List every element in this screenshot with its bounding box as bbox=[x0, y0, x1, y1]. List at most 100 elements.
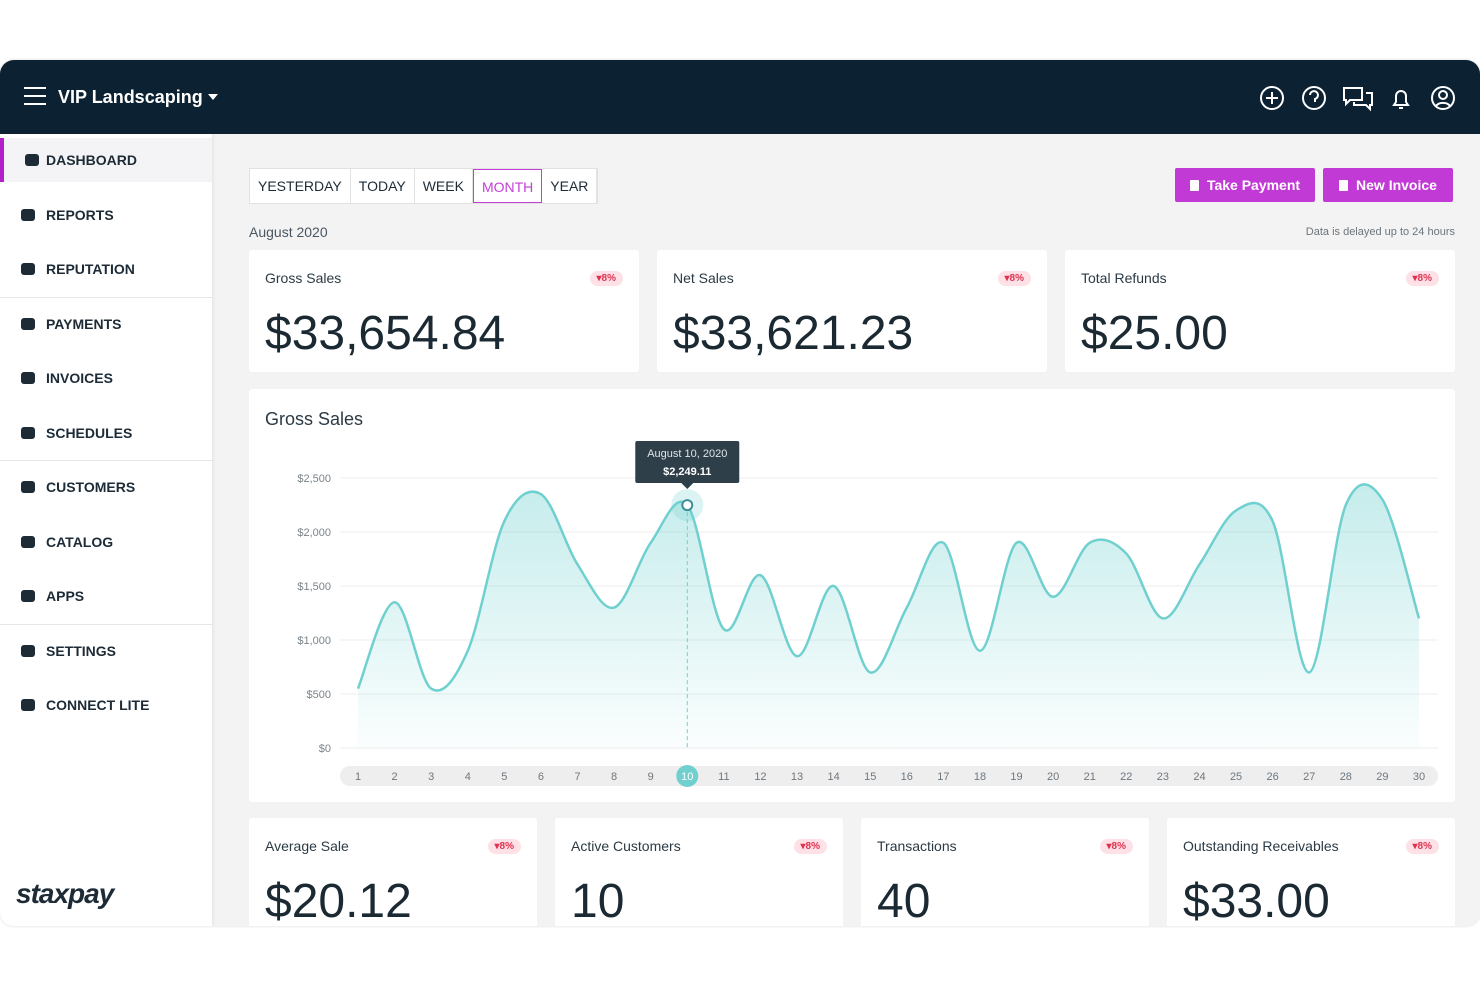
x-tick-label: 9 bbox=[648, 771, 654, 783]
x-tick-label: 29 bbox=[1376, 771, 1388, 783]
header-icons bbox=[1260, 86, 1455, 112]
help-icon[interactable] bbox=[1302, 86, 1326, 110]
x-tick-label: 19 bbox=[1010, 771, 1022, 783]
x-tick-label: 10 bbox=[681, 771, 693, 783]
badge-arrow: ▾ bbox=[1004, 273, 1010, 284]
nav-icon bbox=[21, 590, 35, 602]
x-tick-label: 1 bbox=[355, 771, 361, 783]
change-badge: ▾8% bbox=[487, 839, 521, 854]
nav-item[interactable]: REPUTATION bbox=[0, 247, 212, 291]
nav-label: CATALOG bbox=[46, 533, 114, 550]
tooltip-title: August 10, 2020 bbox=[647, 448, 727, 460]
add-icon[interactable] bbox=[1260, 86, 1284, 110]
nav-item[interactable]: SCHEDULES bbox=[0, 411, 212, 455]
card-value: $25.00 bbox=[1081, 307, 1228, 360]
period-tabs: YESTERDAY TODAY WEEK MONTH YEAR bbox=[249, 168, 599, 204]
nav-icon bbox=[21, 426, 35, 439]
nav-item[interactable]: CONNECT LITE bbox=[0, 683, 212, 727]
x-axis-track bbox=[340, 766, 1438, 786]
nav-item[interactable]: INVOICES bbox=[0, 356, 212, 400]
tab[interactable]: TODAY bbox=[351, 169, 415, 203]
change-badge: ▾8% bbox=[1405, 839, 1439, 854]
action-button[interactable]: Take Payment bbox=[1175, 168, 1315, 202]
chart: Gross Sales $0 $500 $1,000 $1,500 $2,000 $2,50… bbox=[265, 409, 1438, 787]
x-tick-label: 18 bbox=[974, 771, 986, 783]
tab[interactable]: YEAR bbox=[542, 169, 598, 203]
x-tick-label: 12 bbox=[754, 771, 766, 783]
tab[interactable]: WEEK bbox=[415, 169, 473, 203]
change-badge: ▾8% bbox=[589, 271, 623, 286]
tab[interactable]: MONTH bbox=[472, 169, 543, 203]
card-title: Net Sales bbox=[673, 270, 734, 286]
x-tick-label: 25 bbox=[1230, 771, 1242, 783]
chat-icon[interactable] bbox=[1343, 87, 1373, 112]
divider bbox=[0, 296, 212, 298]
app-window: VIP Landscaping staxpay DASHBOARD REPORTS… bbox=[0, 60, 1480, 926]
tab[interactable]: YESTERDAY bbox=[250, 169, 351, 203]
nav-label: PAYMENTS bbox=[46, 315, 122, 332]
change-badge: ▾8% bbox=[1099, 839, 1133, 854]
tooltip-point bbox=[681, 499, 694, 512]
nav-item[interactable]: REPORTS bbox=[0, 193, 212, 237]
nav-label: DASHBOARD bbox=[46, 152, 137, 168]
x-tick-label: 22 bbox=[1120, 771, 1132, 783]
x-tick-label: 2 bbox=[392, 771, 398, 783]
nav-label: REPUTATION bbox=[46, 261, 135, 277]
business-name[interactable]: VIP Landscaping bbox=[58, 87, 203, 107]
nav-icon bbox=[21, 317, 35, 330]
card-value: 40 bbox=[877, 875, 931, 926]
x-tick-label: 14 bbox=[827, 771, 839, 783]
nav-label: CUSTOMERS bbox=[46, 479, 136, 495]
metric-card: Transactions ▾8% 40 bbox=[861, 818, 1149, 926]
y-tick-label: $0 bbox=[319, 743, 331, 755]
sidebar: staxpay DASHBOARD REPORTS REPUTATION PAYMEN… bbox=[0, 134, 212, 926]
nav-label: SCHEDULES bbox=[46, 424, 133, 441]
profile-icon[interactable] bbox=[1431, 86, 1455, 110]
y-tick-label: $2,000 bbox=[297, 527, 331, 539]
badge-arrow: ▾ bbox=[1412, 273, 1418, 284]
x-tick-label: 23 bbox=[1157, 771, 1169, 783]
nav-item[interactable]: CATALOG bbox=[0, 520, 212, 564]
x-tick-label: 3 bbox=[428, 771, 434, 783]
brand-logo: staxpay bbox=[16, 878, 114, 909]
card-value: $33.00 bbox=[1183, 875, 1330, 926]
nav-item[interactable]: SETTINGS bbox=[0, 629, 212, 673]
nav-icon bbox=[21, 263, 35, 275]
nav-label: CONNECT LITE bbox=[46, 697, 150, 713]
card-title: Average Sale bbox=[265, 838, 349, 854]
y-tick-label: $1,000 bbox=[297, 635, 331, 647]
card-value: $33,621.23 bbox=[673, 307, 914, 360]
nav-label: INVOICES bbox=[46, 370, 113, 386]
metric-card: Average Sale ▾8% $20.12 bbox=[249, 818, 537, 926]
metric-card: Outstanding Receivables ▾8% $33.00 bbox=[1167, 818, 1455, 926]
badge-text: 8% bbox=[1111, 841, 1126, 852]
delay-notice: Data is delayed up to 24 hours bbox=[1305, 226, 1455, 238]
badge-text: 8% bbox=[1009, 273, 1024, 284]
nav-icon bbox=[21, 372, 35, 384]
nav-icon bbox=[21, 644, 35, 657]
badge-text: 8% bbox=[499, 841, 514, 852]
y-tick-label: $500 bbox=[307, 689, 331, 701]
period-label: August 2020 bbox=[249, 224, 328, 240]
metric-card: Gross Sales ▾8% $33,654.84 bbox=[249, 250, 639, 372]
badge-arrow: ▾ bbox=[1106, 841, 1112, 852]
divider bbox=[0, 623, 212, 625]
card-title: Transactions bbox=[877, 838, 957, 854]
nav-item[interactable]: APPS bbox=[0, 574, 212, 618]
nav-label: REPORTS bbox=[46, 206, 114, 223]
nav-item[interactable]: CUSTOMERS bbox=[0, 465, 212, 509]
card-title: Total Refunds bbox=[1081, 270, 1167, 286]
action-button[interactable]: New Invoice bbox=[1323, 168, 1453, 202]
x-tick-label: 8 bbox=[611, 771, 617, 783]
nav-item[interactable]: PAYMENTS bbox=[0, 302, 212, 346]
dropdown-caret[interactable] bbox=[208, 94, 218, 100]
x-tick-label: 15 bbox=[864, 771, 876, 783]
menu-icon[interactable] bbox=[24, 87, 46, 105]
nav-item[interactable]: DASHBOARD bbox=[0, 138, 212, 182]
top-bar: VIP Landscaping bbox=[0, 60, 1480, 134]
x-tick-label: 5 bbox=[501, 771, 507, 783]
x-tick-label: 11 bbox=[718, 771, 729, 783]
button-icon bbox=[1189, 179, 1199, 191]
bell-icon[interactable] bbox=[1392, 90, 1410, 109]
tooltip-box bbox=[635, 441, 740, 483]
